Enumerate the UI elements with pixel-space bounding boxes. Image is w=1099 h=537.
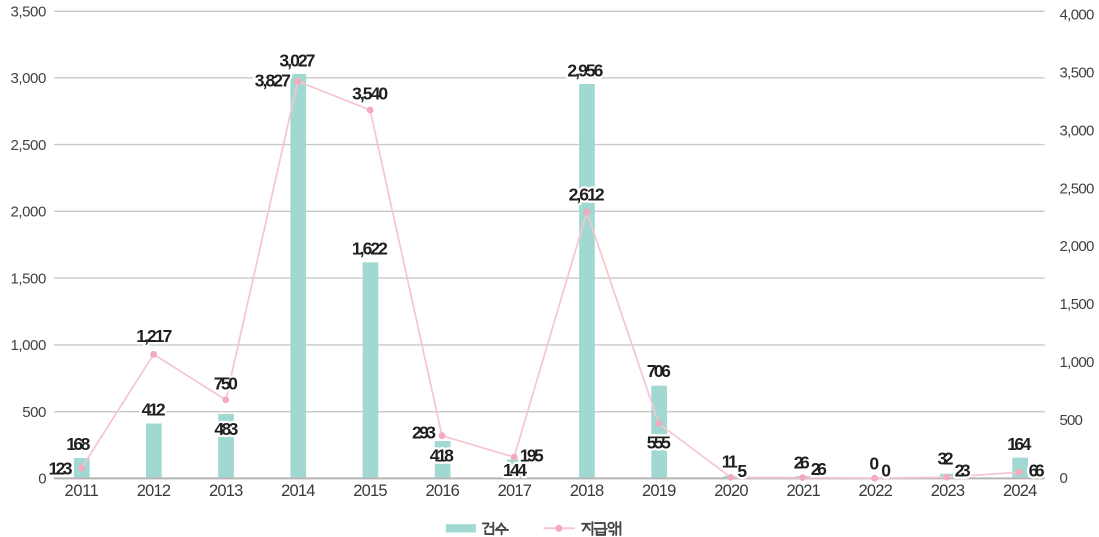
svg-text:3,000: 3,000 bbox=[11, 70, 47, 87]
svg-text:1,000: 1,000 bbox=[1060, 354, 1095, 371]
svg-text:418: 418 bbox=[430, 446, 454, 466]
svg-text:2,956: 2,956 bbox=[567, 61, 603, 81]
svg-text:2,500: 2,500 bbox=[1060, 180, 1095, 197]
svg-text:412: 412 bbox=[142, 400, 166, 420]
svg-text:2023: 2023 bbox=[931, 482, 965, 500]
svg-text:144: 144 bbox=[503, 460, 527, 480]
svg-text:750: 750 bbox=[214, 374, 238, 394]
svg-text:706: 706 bbox=[647, 361, 671, 381]
svg-text:164: 164 bbox=[1007, 434, 1031, 454]
svg-text:2024: 2024 bbox=[1003, 482, 1037, 500]
svg-text:293: 293 bbox=[412, 422, 436, 442]
svg-text:2020: 2020 bbox=[714, 482, 748, 500]
svg-text:32: 32 bbox=[938, 449, 954, 469]
svg-text:144: 144 bbox=[503, 460, 527, 480]
svg-text:1,217: 1,217 bbox=[136, 326, 172, 346]
svg-text:500: 500 bbox=[22, 404, 46, 421]
svg-text:3,027: 3,027 bbox=[279, 51, 315, 71]
svg-text:195: 195 bbox=[520, 445, 544, 465]
svg-text:26: 26 bbox=[794, 452, 810, 472]
svg-text:293: 293 bbox=[412, 422, 436, 442]
svg-text:3,000: 3,000 bbox=[1060, 122, 1095, 139]
svg-text:0: 0 bbox=[881, 460, 891, 480]
svg-text:32: 32 bbox=[938, 449, 954, 469]
svg-text:1,000: 1,000 bbox=[11, 337, 47, 354]
svg-text:4,000: 4,000 bbox=[1060, 7, 1095, 24]
svg-text:66: 66 bbox=[1029, 460, 1045, 480]
svg-text:2,612: 2,612 bbox=[569, 185, 605, 205]
svg-text:2015: 2015 bbox=[353, 482, 387, 500]
svg-text:2013: 2013 bbox=[209, 482, 243, 500]
svg-text:26: 26 bbox=[811, 459, 827, 479]
svg-text:750: 750 bbox=[214, 374, 238, 394]
svg-text:1,622: 1,622 bbox=[352, 238, 388, 258]
svg-text:1,217: 1,217 bbox=[136, 326, 172, 346]
svg-text:1,500: 1,500 bbox=[1060, 296, 1095, 313]
svg-text:5: 5 bbox=[737, 461, 747, 481]
svg-text:555: 555 bbox=[647, 432, 671, 452]
svg-text:3,540: 3,540 bbox=[352, 84, 388, 104]
svg-text:0: 0 bbox=[869, 454, 879, 474]
svg-text:2012: 2012 bbox=[137, 482, 171, 500]
svg-text:26: 26 bbox=[794, 452, 810, 472]
svg-text:164: 164 bbox=[1007, 434, 1031, 454]
svg-text:3,827: 3,827 bbox=[255, 71, 291, 91]
svg-text:2017: 2017 bbox=[498, 482, 532, 500]
svg-text:23: 23 bbox=[955, 460, 971, 480]
svg-text:3,500: 3,500 bbox=[1060, 65, 1095, 82]
svg-text:26: 26 bbox=[811, 459, 827, 479]
svg-text:2011: 2011 bbox=[65, 482, 99, 500]
svg-text:706: 706 bbox=[647, 361, 671, 381]
svg-text:5: 5 bbox=[737, 461, 747, 481]
svg-text:2,500: 2,500 bbox=[11, 137, 47, 154]
svg-text:0: 0 bbox=[881, 460, 891, 480]
svg-text:195: 195 bbox=[520, 445, 544, 465]
svg-text:1,622: 1,622 bbox=[352, 238, 388, 258]
svg-text:3,540: 3,540 bbox=[352, 84, 388, 104]
svg-text:2,612: 2,612 bbox=[569, 185, 605, 205]
svg-text:66: 66 bbox=[1029, 460, 1045, 480]
svg-text:0: 0 bbox=[869, 454, 879, 474]
svg-text:2,000: 2,000 bbox=[1060, 238, 1095, 255]
svg-text:11: 11 bbox=[722, 451, 738, 471]
svg-text:3,500: 3,500 bbox=[11, 4, 47, 21]
svg-text:2,956: 2,956 bbox=[567, 61, 603, 81]
svg-text:168: 168 bbox=[66, 434, 90, 454]
svg-text:168: 168 bbox=[66, 434, 90, 454]
svg-text:2,000: 2,000 bbox=[11, 204, 47, 221]
svg-text:500: 500 bbox=[1060, 412, 1083, 429]
svg-text:3,027: 3,027 bbox=[279, 51, 315, 71]
svg-text:11: 11 bbox=[722, 451, 738, 471]
svg-text:23: 23 bbox=[955, 460, 971, 480]
svg-text:123: 123 bbox=[49, 458, 73, 478]
svg-text:483: 483 bbox=[214, 419, 238, 439]
svg-text:555: 555 bbox=[647, 432, 671, 452]
svg-text:2019: 2019 bbox=[642, 482, 676, 500]
svg-text:2016: 2016 bbox=[425, 482, 459, 500]
svg-text:2018: 2018 bbox=[570, 482, 604, 500]
svg-text:3,827: 3,827 bbox=[255, 71, 291, 91]
svg-text:483: 483 bbox=[214, 419, 238, 439]
svg-text:2022: 2022 bbox=[859, 482, 893, 500]
svg-text:412: 412 bbox=[142, 400, 166, 420]
svg-text:2014: 2014 bbox=[281, 482, 315, 500]
svg-text:0: 0 bbox=[1060, 470, 1068, 487]
svg-text:1,500: 1,500 bbox=[11, 270, 47, 287]
svg-text:0: 0 bbox=[38, 471, 46, 488]
svg-text:2021: 2021 bbox=[786, 482, 820, 500]
svg-text:418: 418 bbox=[430, 446, 454, 466]
svg-text:123: 123 bbox=[49, 458, 73, 478]
